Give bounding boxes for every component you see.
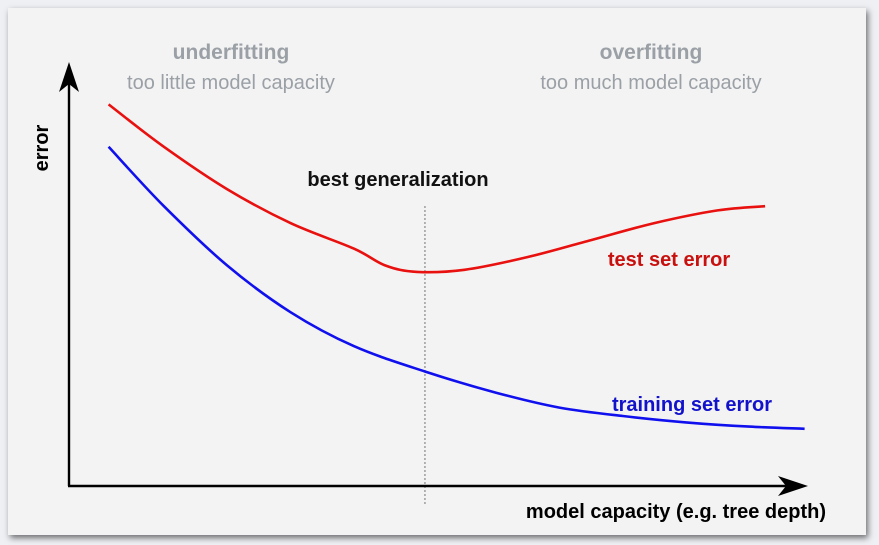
y-axis-arrowhead — [59, 62, 79, 92]
underfitting-title: underfitting — [173, 41, 290, 64]
training-set-error-line — [107, 145, 805, 431]
overfitting-title: overfitting — [600, 41, 703, 64]
test-set-error-line — [107, 103, 766, 274]
test-set-error-label: test set error — [608, 249, 730, 271]
y-axis-label: error — [31, 124, 53, 171]
training-set-error-label: training set error — [612, 394, 772, 416]
x-axis-arrowhead — [778, 476, 808, 496]
underfitting-subtitle: too little model capacity — [127, 72, 335, 94]
x-axis-label: model capacity (e.g. tree depth) — [526, 501, 826, 523]
overfitting-subtitle: too much model capacity — [540, 72, 761, 94]
best-generalization-label: best generalization — [307, 169, 488, 191]
